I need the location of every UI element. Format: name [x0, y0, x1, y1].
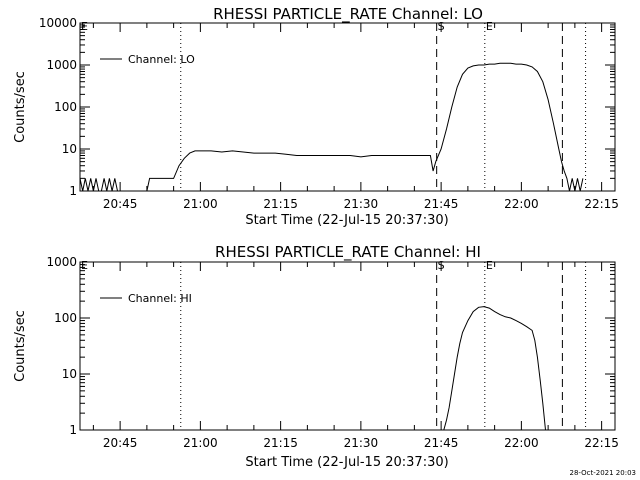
chart-title: RHESSI PARTICLE_RATE Channel: HI	[215, 243, 481, 262]
y-axis-label: Counts/sec	[13, 71, 28, 143]
marker-label: E	[486, 259, 493, 272]
legend: Channel: HI	[100, 292, 192, 305]
marker-label: E	[81, 259, 88, 272]
legend-label: Channel: LO	[128, 53, 195, 66]
panel-hi: RHESSI PARTICLE_RATE Channel: HI 1101001…	[13, 243, 619, 470]
panel-lo: RHESSI PARTICLE_RATE Channel: LO 1101001…	[13, 5, 619, 228]
marker-label: E	[81, 20, 88, 33]
y-tick-label: 1	[69, 423, 77, 437]
x-tick-label: 21:30	[344, 436, 379, 450]
y-tick-label: 100	[54, 100, 77, 114]
x-ticks: 20:45 21:00 21:15 21:30 21:45 22:00 22:15	[92, 262, 619, 450]
plot-area-frame	[79, 22, 616, 192]
y-tick-label: 10	[62, 142, 77, 156]
legend-label: Channel: HI	[128, 292, 192, 305]
x-tick-label: 21:00	[183, 197, 218, 211]
y-tick-label: 1000	[46, 255, 77, 269]
series-line	[443, 306, 546, 431]
x-tick-label: 22:15	[584, 436, 619, 450]
series-layer	[79, 62, 584, 192]
x-tick-label: 21:45	[424, 197, 459, 211]
x-tick-label: 22:00	[504, 197, 539, 211]
marker-label: S	[438, 259, 445, 272]
series-line	[79, 62, 584, 192]
x-tick-label: 21:30	[344, 197, 379, 211]
y-tick-label: 10	[62, 367, 77, 381]
legend: Channel: LO	[100, 53, 195, 66]
x-tick-label: 22:15	[584, 197, 619, 211]
x-tick-label: 21:15	[263, 197, 298, 211]
x-axis-label: Start Time (22-Jul-15 20:37:30)	[245, 213, 448, 228]
x-tick-label: 21:45	[424, 436, 459, 450]
plot-area-frame	[79, 261, 616, 431]
x-ticks: 20:45 21:00 21:15 21:30 21:45 22:00 22:15	[92, 23, 619, 211]
footer-timestamp: 28-Oct-2021 20:03	[570, 469, 636, 477]
y-tick-label: 1	[69, 184, 77, 198]
y-tick-label: 100	[54, 311, 77, 325]
y-tick-label: 10000	[39, 16, 77, 30]
marker-label: E	[486, 20, 493, 33]
x-tick-label: 20:45	[103, 436, 138, 450]
y-axis-label: Counts/sec	[13, 310, 28, 382]
marker-label: S	[438, 20, 445, 33]
x-tick-label: 21:00	[183, 436, 218, 450]
x-tick-label: 22:00	[504, 436, 539, 450]
y-ticks: 1 10 100 1000 10000	[39, 16, 615, 198]
x-axis-label: Start Time (22-Jul-15 20:37:30)	[245, 455, 448, 470]
series-layer	[443, 306, 546, 431]
chart-title: RHESSI PARTICLE_RATE Channel: LO	[213, 5, 483, 24]
x-tick-label: 21:15	[263, 436, 298, 450]
y-ticks: 1 10 100 1000	[46, 255, 615, 437]
y-tick-label: 1000	[46, 58, 77, 72]
x-tick-label: 20:45	[103, 197, 138, 211]
